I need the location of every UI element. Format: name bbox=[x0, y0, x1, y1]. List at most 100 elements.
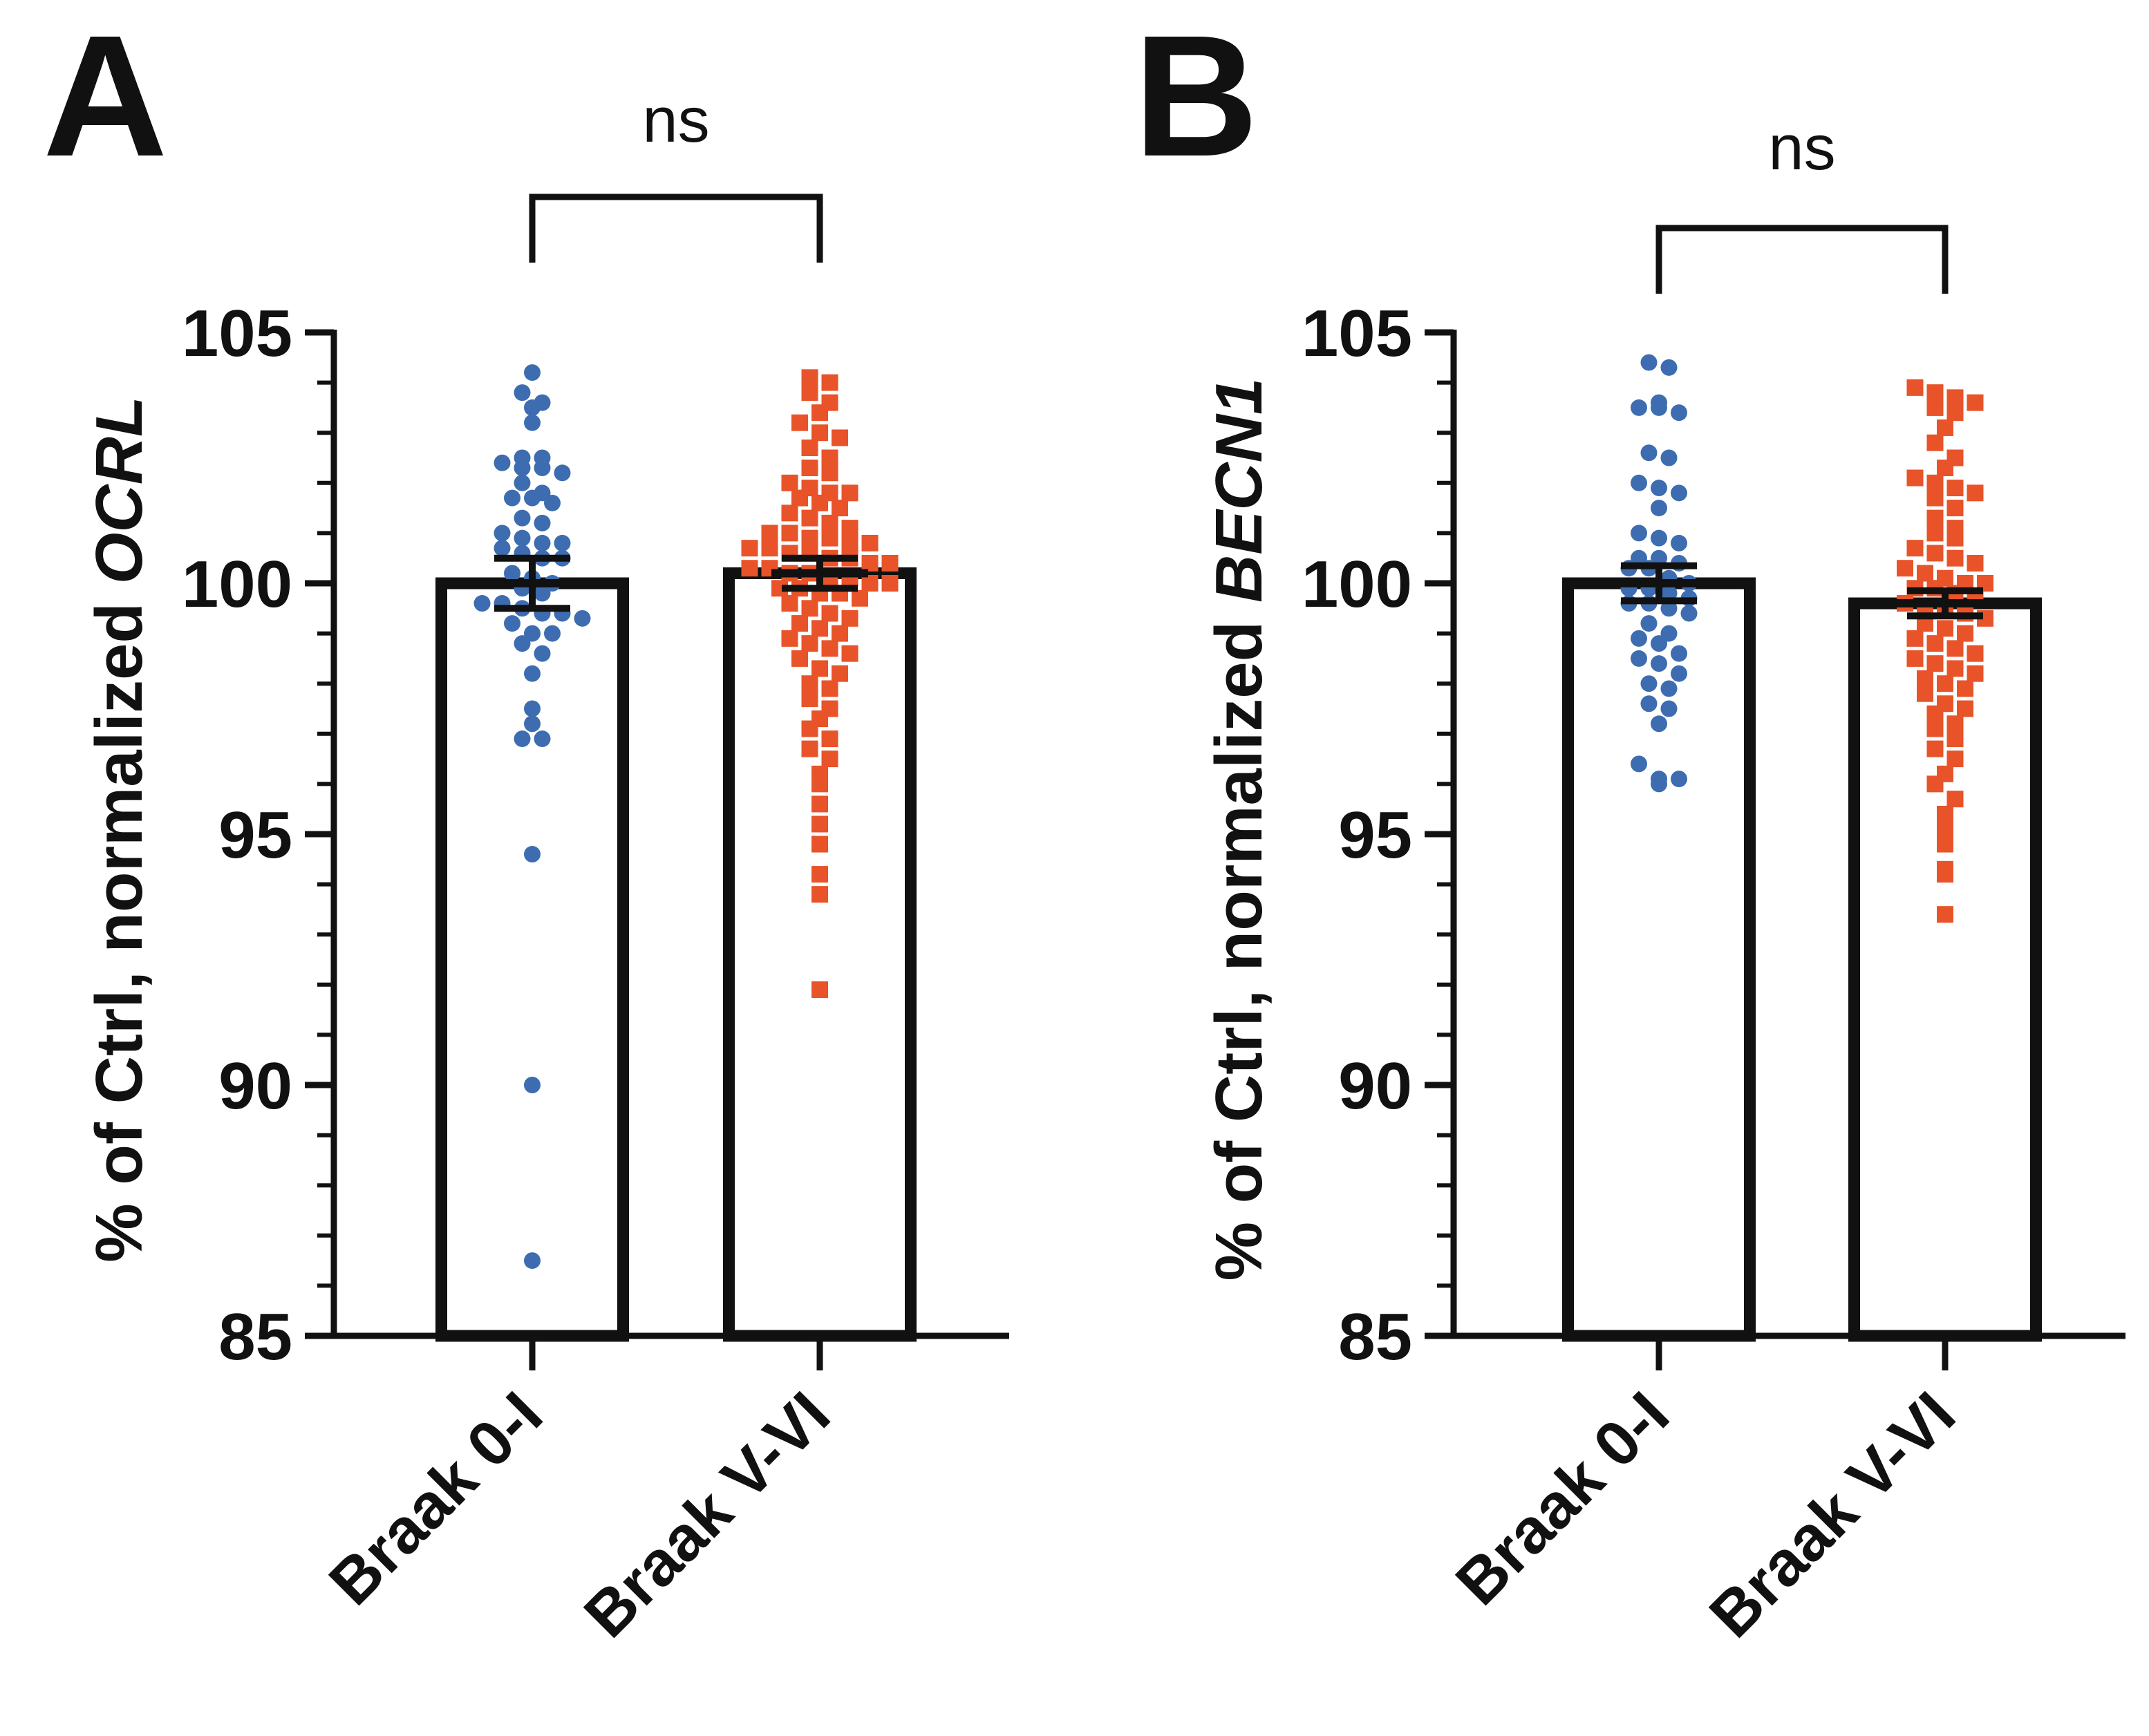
data-point bbox=[524, 625, 541, 642]
data-point bbox=[821, 605, 838, 622]
data-point bbox=[524, 846, 541, 863]
data-point bbox=[534, 730, 551, 748]
data-point bbox=[1640, 695, 1658, 713]
data-point bbox=[821, 640, 838, 657]
data-point bbox=[861, 534, 879, 551]
y-axis-label: % of Ctrl, normalized BECN1 bbox=[1202, 378, 1276, 1281]
data-point bbox=[1937, 836, 1953, 853]
data-point bbox=[741, 560, 758, 577]
data-point bbox=[821, 514, 838, 531]
data-point bbox=[554, 534, 571, 551]
data-point bbox=[1937, 820, 1953, 838]
data-point bbox=[554, 464, 571, 482]
data-point bbox=[1660, 449, 1678, 466]
data-point bbox=[1897, 560, 1913, 577]
data-point bbox=[821, 529, 838, 547]
data-point bbox=[821, 464, 838, 482]
data-point bbox=[1917, 670, 1933, 687]
y-tick-label: 105 bbox=[182, 296, 292, 370]
data-point bbox=[534, 460, 551, 477]
data-point bbox=[1926, 384, 1944, 402]
y-axis-label-prefix: % of Ctrl, normalized bbox=[82, 584, 156, 1262]
data-point bbox=[811, 775, 828, 793]
data-point bbox=[1926, 740, 1944, 757]
data-point bbox=[1651, 775, 1667, 793]
data-point bbox=[801, 740, 818, 757]
data-point bbox=[1680, 605, 1698, 622]
data-point bbox=[1946, 660, 1964, 677]
data-point bbox=[1651, 500, 1667, 517]
panel-letter: B bbox=[1134, 0, 1259, 192]
data-point bbox=[832, 429, 848, 446]
data-point bbox=[1906, 469, 1924, 487]
data-point bbox=[811, 836, 828, 853]
data-point bbox=[1671, 645, 1687, 662]
data-point bbox=[811, 494, 828, 511]
data-point bbox=[1917, 565, 1933, 582]
data-point bbox=[1946, 751, 1964, 768]
data-point bbox=[1660, 359, 1678, 376]
data-point bbox=[1937, 675, 1953, 692]
points-braak-0-i bbox=[473, 364, 591, 1270]
x-category-label: Braak V-VI bbox=[571, 1379, 843, 1651]
data-point bbox=[811, 815, 828, 833]
data-point bbox=[514, 730, 531, 748]
data-point bbox=[1631, 755, 1647, 773]
data-point bbox=[1937, 805, 1953, 822]
data-point bbox=[1937, 419, 1953, 436]
data-point bbox=[1926, 509, 1944, 527]
data-point bbox=[494, 454, 511, 471]
data-point bbox=[801, 439, 818, 456]
data-point bbox=[1926, 434, 1944, 451]
data-point bbox=[1651, 529, 1667, 547]
points-braak-v-vi bbox=[741, 369, 899, 999]
y-axis-label: % of Ctrl, normalized OCRL bbox=[82, 396, 156, 1262]
chart-panel-b: B % of Ctrl, normalized BECN1 85 90 95 100 105… bbox=[1134, 0, 2125, 1651]
data-point bbox=[514, 509, 531, 527]
data-point bbox=[821, 730, 838, 748]
data-point bbox=[811, 886, 828, 903]
data-point bbox=[861, 575, 879, 592]
data-point bbox=[1651, 399, 1667, 416]
data-point bbox=[524, 364, 541, 381]
y-tick-label: 90 bbox=[1338, 1049, 1412, 1123]
data-point bbox=[1906, 650, 1924, 667]
data-point bbox=[1631, 525, 1647, 542]
data-point bbox=[791, 650, 808, 667]
data-point bbox=[514, 460, 531, 477]
data-point bbox=[524, 1252, 541, 1270]
data-point bbox=[1660, 625, 1678, 642]
error-bar-braak-0-i bbox=[1611, 562, 1707, 605]
data-point bbox=[1967, 394, 1984, 411]
data-point bbox=[1946, 730, 1964, 748]
data-point bbox=[841, 534, 858, 551]
data-point bbox=[1957, 680, 1973, 697]
data-point bbox=[1946, 480, 1964, 497]
data-point bbox=[801, 509, 818, 527]
data-point bbox=[1906, 379, 1924, 396]
data-point bbox=[473, 595, 491, 612]
data-point bbox=[1946, 404, 1964, 422]
data-point bbox=[781, 474, 798, 491]
data-point bbox=[1651, 480, 1667, 497]
data-point bbox=[1640, 615, 1658, 632]
bar-braak-v-vi bbox=[1848, 597, 2042, 1342]
data-point bbox=[881, 575, 899, 592]
data-point bbox=[811, 424, 828, 442]
data-point bbox=[524, 715, 541, 733]
y-tick-label: 90 bbox=[218, 1049, 292, 1123]
y-axis-label-gene: OCRL bbox=[82, 396, 156, 584]
data-point bbox=[544, 625, 561, 642]
data-point bbox=[1917, 685, 1933, 702]
data-point bbox=[494, 540, 511, 557]
data-point bbox=[1640, 675, 1658, 692]
data-point bbox=[494, 525, 511, 542]
y-tick-label: 85 bbox=[1338, 1300, 1412, 1374]
data-point bbox=[832, 665, 848, 682]
significance-bracket bbox=[529, 194, 823, 263]
data-point bbox=[1671, 484, 1687, 502]
significance-bracket bbox=[1655, 225, 1949, 294]
data-point bbox=[534, 645, 551, 662]
data-point bbox=[1946, 715, 1964, 733]
